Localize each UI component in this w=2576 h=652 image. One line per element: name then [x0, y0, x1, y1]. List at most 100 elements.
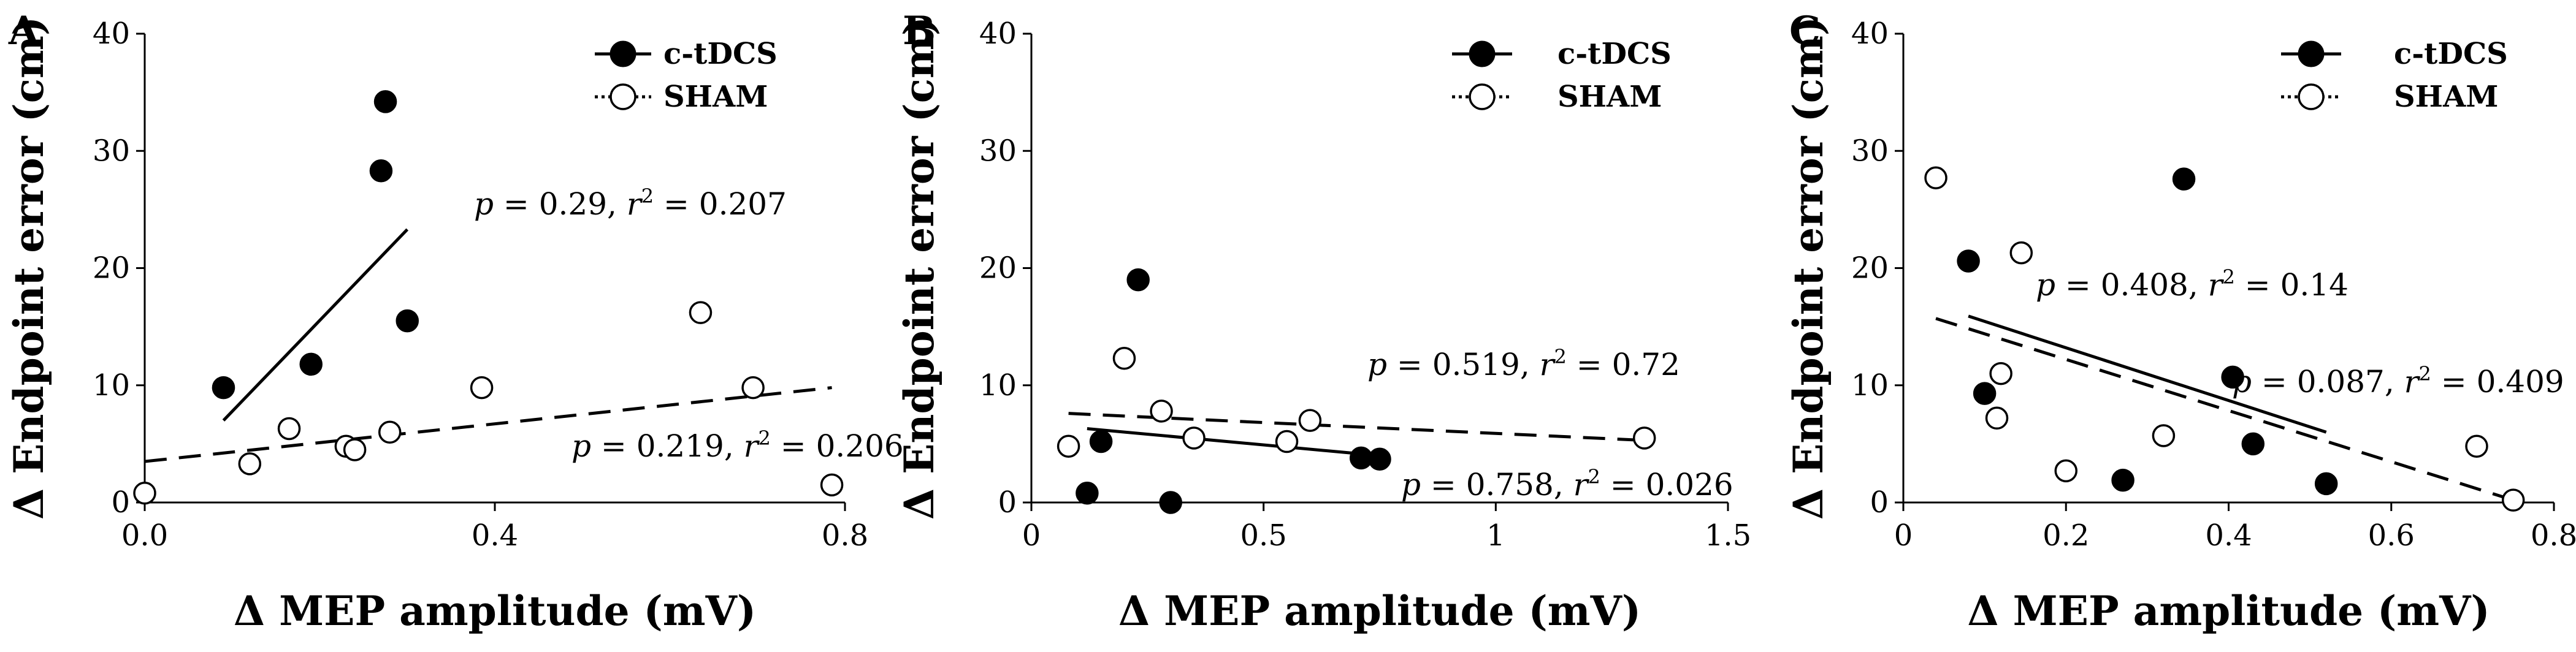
fit-line-ctdcs-a — [222, 228, 409, 422]
point-ctdcs — [1159, 491, 1182, 514]
fit-line-ctdcs-b — [1087, 427, 1380, 457]
point-ctdcs — [369, 159, 393, 183]
annotation-ctdcs-a: p = 0.29, r2 = 0.207 — [474, 184, 787, 222]
y-tick-label: 40 — [979, 17, 1017, 51]
panel-letter-a: A — [8, 8, 40, 54]
y-tick-label: 0 — [111, 485, 130, 520]
annotation-sham-a: p = 0.219, r2 = 0.206 — [571, 426, 904, 464]
legend-marker-ctdcs — [2298, 40, 2325, 67]
annotation-ctdcs-c: p = 0.408, r2 = 0.14 — [2036, 265, 2349, 303]
legend-label-ctdcs: c-tDCS — [2394, 37, 2508, 71]
fit-line-sham-b — [1068, 412, 1645, 442]
point-sham — [1924, 166, 1947, 189]
y-tick-label: 40 — [93, 17, 130, 51]
legend-label-ctdcs: c-tDCS — [1557, 37, 1672, 71]
y-axis-label-b: Δ Endpoint error (cm) — [895, 17, 943, 520]
legend-label-sham: SHAM — [1557, 80, 1662, 114]
point-ctdcs — [212, 376, 235, 400]
x-tick-label: 0.4 — [472, 518, 518, 553]
point-ctdcs — [1957, 249, 1980, 273]
y-tick-label: 20 — [93, 251, 130, 286]
point-ctdcs — [373, 90, 397, 113]
point-sham — [741, 376, 765, 400]
x-tick-label: 0.0 — [121, 518, 168, 553]
fit-line-sham-c — [1935, 317, 2514, 502]
point-sham — [1298, 409, 1322, 432]
annotation-ctdcs-b: p = 0.758, r2 = 0.026 — [1401, 465, 1733, 502]
point-sham — [238, 452, 262, 476]
legend-label-ctdcs: c-tDCS — [663, 37, 778, 71]
x-tick-label: 0.6 — [2368, 518, 2415, 553]
panel-b: B 0 10 20 30 40 0 0.5 1 1.5 Δ MEP amplitude (mV) Δ … — [895, 8, 1751, 635]
panel-a: A 0 10 20 30 40 0.0 0.4 0.8 Δ MEP amplitude (mV) Δ… — [5, 8, 904, 635]
point-ctdcs — [2111, 468, 2135, 492]
point-sham — [820, 473, 844, 497]
y-axis-label-c: Δ Endpoint error (cm) — [1784, 17, 1832, 520]
y-tick-label: 10 — [979, 368, 1017, 403]
x-tick-label: 0.8 — [822, 518, 868, 553]
annotation-sham-b: p = 0.519, r2 = 0.72 — [1367, 345, 1680, 382]
legend-marker-sham — [610, 83, 636, 110]
x-tick-label: 1.5 — [1705, 518, 1751, 553]
x-tick-label: 0.4 — [2205, 518, 2252, 553]
x-axis-label-c: Δ MEP amplitude (mV) — [1967, 587, 2490, 635]
point-ctdcs — [1368, 447, 1391, 471]
y-axis-label-a: Δ Endpoint error (cm) — [5, 17, 53, 520]
legend-marker-sham — [1469, 83, 1496, 110]
point-sham — [378, 420, 402, 444]
annotation-sham-c: p = 0.087, r2 = 0.409 — [2232, 362, 2564, 400]
y-tick-label: 0 — [998, 485, 1017, 520]
point-sham — [2054, 459, 2077, 483]
y-tick-label: 20 — [979, 251, 1017, 286]
y-tick-label: 10 — [93, 368, 130, 403]
point-ctdcs — [2314, 472, 2338, 496]
legend-a: c-tDCS SHAM — [595, 37, 778, 114]
point-sham — [2465, 434, 2488, 458]
y-tick-label: 30 — [93, 134, 130, 168]
y-tick-label: 20 — [1851, 251, 1889, 286]
y-tick-label: 30 — [979, 134, 1017, 168]
legend-marker-ctdcs — [1469, 40, 1496, 67]
panel-c: C 0 10 20 30 40 0 0.2 0.4 0.6 0.8 Δ MEP amplitude (… — [1784, 8, 2576, 635]
legend-marker-sham — [2298, 83, 2325, 110]
point-sham — [2009, 241, 2033, 265]
fit-line-sham-a — [144, 386, 832, 463]
x-tick-label: 0.2 — [2043, 518, 2089, 553]
point-sham — [470, 376, 494, 400]
point-ctdcs — [2172, 167, 2196, 191]
point-sham — [1275, 430, 1299, 453]
legend-label-sham: SHAM — [2394, 80, 2498, 114]
point-ctdcs — [1126, 268, 1150, 292]
y-tick-label: 0 — [1870, 485, 1889, 520]
x-tick-label: 0.5 — [1240, 518, 1286, 553]
point-sham — [689, 301, 713, 324]
point-ctdcs — [2241, 432, 2265, 456]
point-sham — [133, 481, 156, 505]
point-sham — [277, 417, 301, 441]
panel-letter-b: B — [903, 8, 936, 54]
point-ctdcs — [299, 352, 323, 376]
legend-label-sham: SHAM — [663, 80, 768, 114]
legend-marker-ctdcs — [610, 40, 636, 67]
point-sham — [1985, 406, 2009, 430]
point-sham — [2152, 424, 2176, 447]
point-sham — [1150, 400, 1173, 423]
x-axis-label-b: Δ MEP amplitude (mV) — [1118, 587, 1641, 635]
fit-line-ctdcs-c — [1968, 314, 2327, 434]
point-sham — [1112, 347, 1136, 370]
point-sham — [343, 438, 367, 461]
x-axis-label-a: Δ MEP amplitude (mV) — [234, 587, 756, 635]
point-sham — [1057, 434, 1080, 458]
y-tick-label: 10 — [1851, 368, 1889, 403]
point-ctdcs — [2221, 365, 2244, 389]
point-ctdcs — [396, 309, 419, 333]
x-tick-label: 0 — [1022, 518, 1041, 553]
point-sham — [2501, 488, 2525, 512]
panel-letter-c: C — [1789, 8, 1821, 54]
point-ctdcs — [1076, 481, 1099, 505]
y-tick-label: 40 — [1851, 17, 1889, 51]
point-sham — [1632, 426, 1656, 450]
point-ctdcs — [1089, 430, 1113, 453]
